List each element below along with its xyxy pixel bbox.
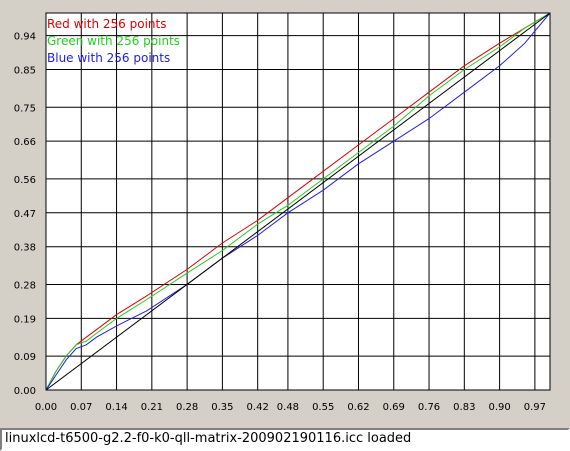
x-tick-label-2: 0.14 [105,402,127,413]
x-tick-label-8: 0.55 [312,402,334,413]
status-bar: linuxlcd-t6500-g2.2-f0-k0-qll-matrix-200… [0,428,570,451]
x-tick-label-4: 0.28 [176,402,198,413]
x-tick-label-1: 0.07 [70,402,92,413]
y-axis-ticks: 0.00 0.09 0.19 0.28 0.38 0.47 0.56 0.66 0.75 0.85… [14,32,36,397]
x-tick-label-11: 0.76 [418,402,440,413]
series-line-1 [45,12,551,391]
y-tick-label-5: 0.47 [14,209,36,220]
response-curve-chart: 0.00 0.07 0.14 0.21 0.28 0.35 0.42 0.48 0.55 0.62… [14,12,551,413]
y-tick-label-3: 0.28 [14,280,36,291]
grid [45,12,551,391]
status-text: linuxlcd-t6500-g2.2-f0-k0-qll-matrix-200… [5,431,412,446]
series-line-2 [45,12,551,391]
chart-area: 0.00 0.07 0.14 0.21 0.28 0.35 0.42 0.48 0.55 0.62… [13,12,551,413]
x-tick-label-7: 0.48 [277,402,299,413]
y-tick-label-1: 0.09 [14,352,36,363]
legend-entry-0: Red with 256 points [47,17,166,31]
y-tick-label-8: 0.75 [14,103,36,114]
y-tick-label-7: 0.66 [14,137,36,148]
curves [45,12,551,391]
x-tick-label-12: 0.83 [453,402,475,413]
y-tick-label-6: 0.56 [14,175,36,186]
legend: Red with 256 points Green with 256 points… [47,17,180,65]
y-tick-label-0: 0.00 [14,386,36,397]
y-tick-label-9: 0.85 [14,66,36,77]
x-tick-label-0: 0.00 [35,402,57,413]
y-tick-label-10: 0.94 [14,32,36,43]
series-line-3 [45,12,551,391]
x-tick-label-9: 0.62 [347,402,369,413]
x-axis-ticks: 0.00 0.07 0.14 0.21 0.28 0.35 0.42 0.48 0.55 0.62… [35,402,546,413]
y-tick-label-4: 0.38 [14,243,36,254]
legend-entry-1: Green with 256 points [47,34,180,48]
x-tick-label-13: 0.90 [488,402,510,413]
legend-entry-2: Blue with 256 points [47,51,170,65]
x-tick-label-5: 0.35 [211,402,233,413]
x-tick-label-3: 0.21 [141,402,163,413]
series-line-0 [45,12,551,391]
x-tick-label-10: 0.69 [383,402,405,413]
plot-border [45,12,551,391]
x-tick-label-14: 0.97 [524,402,546,413]
y-tick-label-2: 0.19 [14,314,36,325]
x-tick-label-6: 0.42 [247,402,269,413]
